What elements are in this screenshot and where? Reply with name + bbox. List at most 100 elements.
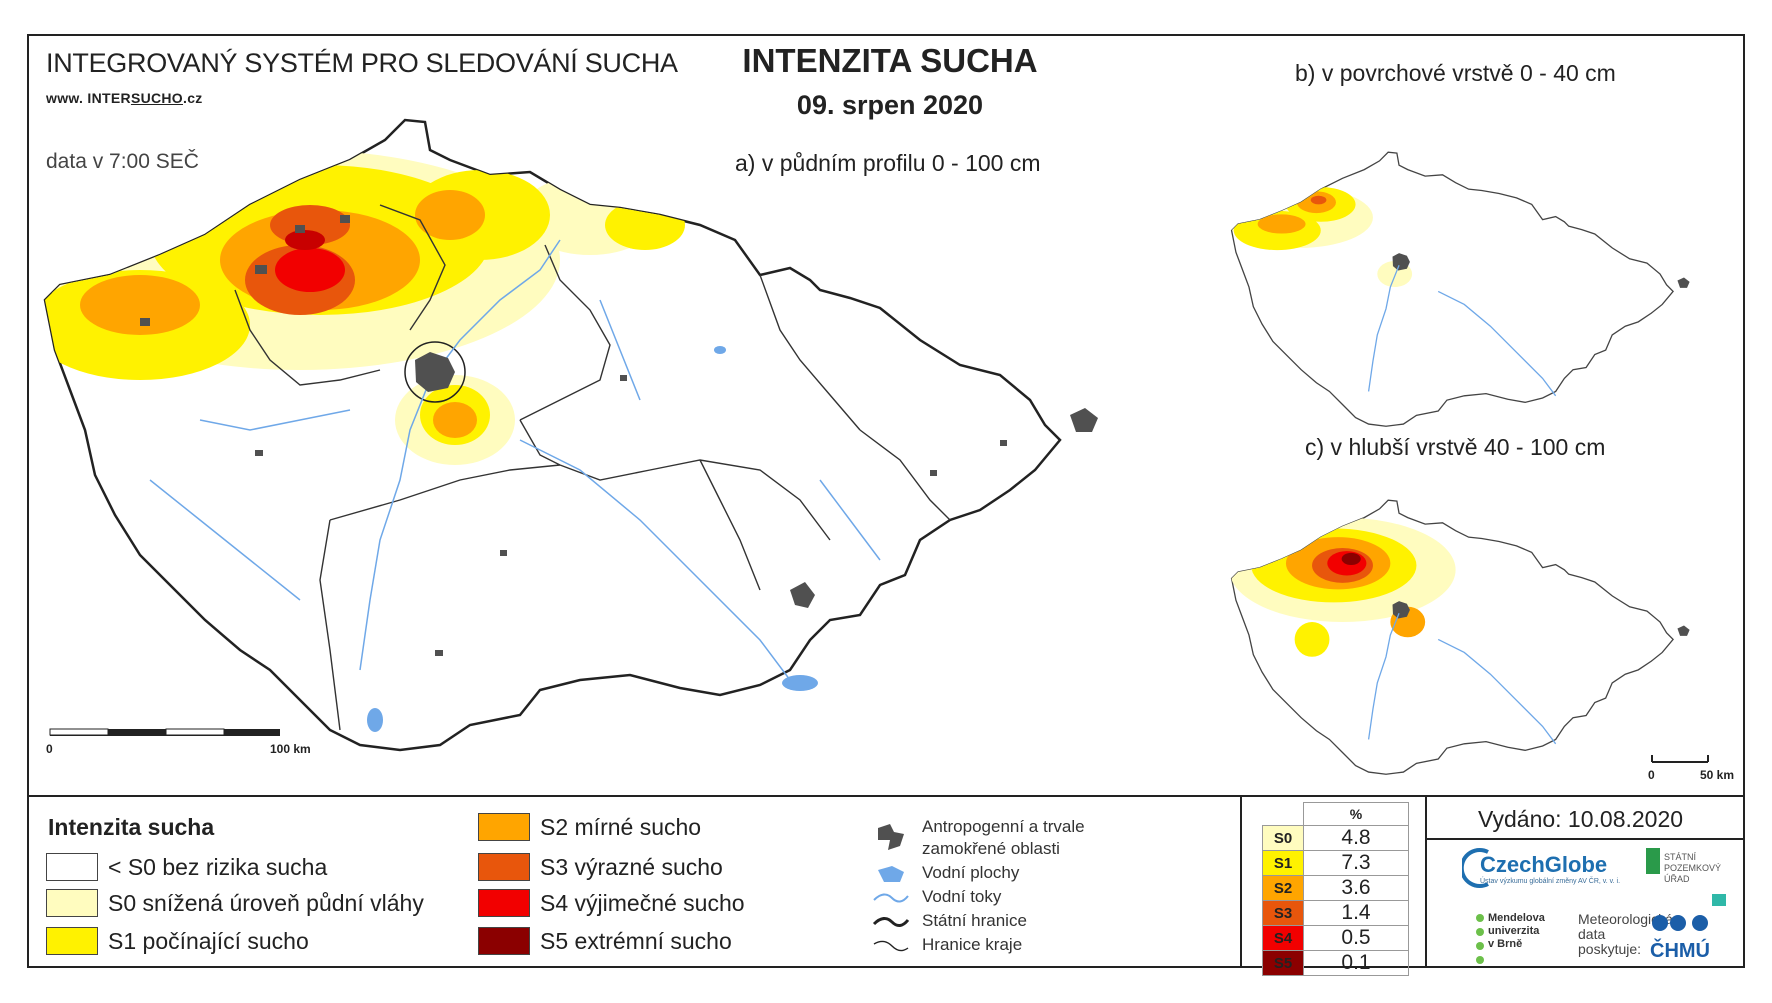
legend-divider (29, 795, 1743, 797)
percent-value: 4.8 (1303, 825, 1409, 851)
percent-value: 1.4 (1303, 900, 1409, 926)
czech-outline-b (1230, 151, 1674, 427)
mendel-logo: Mendelova univerzita v Brně (1488, 912, 1558, 951)
percent-value: 3.6 (1303, 875, 1409, 901)
system-title: INTEGROVANÝ SYSTÉM PRO SLEDOVÁNÍ SUCHA (46, 48, 678, 78)
legend-label: S1 počínající sucho (108, 927, 309, 954)
scale-bar-small (1651, 755, 1709, 763)
table-row: S1 7.3 (1262, 850, 1409, 876)
percent-header: % (1303, 802, 1409, 826)
legend-symbol-label: zamokřené oblasti (922, 839, 1060, 858)
website-link[interactable]: www. INTERSUCHO.cz (46, 90, 203, 106)
czechglobe-name: CzechGlobe (1480, 852, 1608, 877)
legend-swatch (46, 853, 98, 881)
region-border-icon (873, 940, 909, 952)
meteo-line: data (1578, 926, 1606, 942)
percent-code: S3 (1262, 900, 1304, 926)
legend-separator (1425, 797, 1427, 968)
czechglobe-logo (1459, 848, 1492, 893)
legend-item-s0: S0 snížená úroveň půdní vláhy (46, 888, 424, 918)
website-suffix: .cz (183, 90, 203, 106)
map-a-title: a) v půdním profilu 0 - 100 cm (735, 150, 1041, 176)
mendel-line: univerzita (1488, 925, 1540, 937)
urban-areas-a (140, 215, 1098, 656)
meteo-line: poskytuje: (1578, 941, 1642, 957)
legend-item-none: < S0 bez rizika sucha (46, 852, 327, 882)
meteo-provider-text: Meteorologická data poskytuje: (1578, 911, 1673, 957)
water-body-icon (878, 866, 904, 882)
scale-small-start: 0 (1648, 768, 1655, 782)
table-row: S2 3.6 (1262, 875, 1409, 901)
map-c (1230, 499, 1690, 775)
table-row: S3 1.4 (1262, 900, 1409, 926)
legend-symbol-label: Antropogenní a trvale (922, 817, 1085, 836)
issued-separator (1427, 838, 1743, 840)
table-row: S0 4.8 (1262, 825, 1409, 851)
table-row: S5 0.1 (1262, 950, 1409, 976)
percent-code: S0 (1262, 825, 1304, 851)
chmu-logo: ČHMÚ (1650, 940, 1710, 962)
legend-label: S2 mírné sucho (540, 813, 702, 840)
legend-symbol-label: Vodní toky (922, 887, 1002, 906)
mendel-line: v Brně (1488, 938, 1523, 950)
map-a (43, 118, 1098, 752)
percent-code: S2 (1262, 875, 1304, 901)
river-icon (873, 893, 909, 903)
issued-date: Vydáno: 10.08.2020 (1478, 806, 1684, 832)
region-borders-a (234, 204, 951, 731)
legend-symbol-label: Hranice kraje (922, 935, 1023, 954)
legend-symbol-label: Vodní plochy (922, 863, 1020, 882)
meteo-line: Meteorologická (1578, 911, 1673, 927)
scale-main-end: 100 km (270, 742, 311, 756)
legend-separator (1240, 797, 1242, 968)
maps-svg (43, 118, 1709, 775)
mendel-logo-dots (1474, 912, 1486, 971)
map-b-title: b) v povrchové vrstvě 0 - 40 cm (1295, 60, 1616, 86)
state-border-icon (872, 917, 910, 927)
legend-symbol-river: Vodní toky (870, 886, 1001, 908)
urban-area-icon (878, 824, 904, 850)
scale-bar-main (49, 728, 280, 736)
percent-code: S4 (1262, 925, 1304, 951)
spu-logo-accent (1712, 894, 1726, 906)
zone-s4 (275, 248, 345, 292)
legend-swatch (478, 853, 530, 881)
legend-swatch (478, 889, 530, 917)
legend-item-s4: S4 výjimečné sucho (478, 888, 745, 918)
drought-zones-a (45, 150, 685, 465)
legend-item-s5: S5 extrémní sucho (478, 926, 732, 956)
scale-small-end: 50 km (1700, 768, 1735, 782)
zone-s2 (415, 190, 485, 240)
czechglobe-subtitle: Ústav výzkumu globální změny AV ČR, v. v… (1480, 878, 1621, 885)
data-time-note: data v 7:00 SEČ (46, 150, 199, 173)
legend-swatch (46, 889, 98, 917)
scale-main-start: 0 (46, 742, 53, 756)
map-date: 09. srpen 2020 (796, 90, 984, 120)
spu-line: POZEMKOVÝ (1664, 863, 1722, 873)
table-row: S4 0.5 (1262, 925, 1409, 951)
legend-title: Intenzita sucha (48, 814, 215, 840)
zone-s2 (433, 402, 477, 438)
percent-value: 0.1 (1303, 950, 1409, 976)
percent-code: S1 (1262, 850, 1304, 876)
website-prefix: www. INTER (46, 90, 131, 106)
spu-logo-mark (1646, 848, 1660, 874)
legend-symbol-water: Vodní plochy (870, 862, 1019, 886)
legend-swatch (478, 813, 530, 841)
map-c-title: c) v hlubší vrstvě 40 - 100 cm (1305, 434, 1606, 460)
legend-label: S3 výrazné sucho (540, 853, 723, 880)
legend-item-s2: S2 mírné sucho (478, 812, 701, 842)
water-bodies-a (367, 346, 818, 732)
map-b (1230, 151, 1690, 427)
legend-label: S4 výjimečné sucho (540, 889, 745, 916)
zone-s2 (80, 275, 200, 335)
legend-label: S0 snížená úroveň půdní vláhy (108, 889, 424, 916)
percent-value: 0.5 (1303, 925, 1409, 951)
legend-item-s1: S1 počínající sucho (46, 926, 309, 956)
percent-table: % S0 4.8 S1 7.3 S2 3.6 S3 1.4 S4 0.5 S5 0.1 (1262, 802, 1409, 976)
legend-label: < S0 bez rizika sucha (108, 853, 328, 880)
legend-label: S5 extrémní sucho (540, 927, 732, 954)
legend-item-s3: S3 výrazné sucho (478, 852, 723, 882)
spu-logo: STÁTNÍ POZEMKOVÝ ÚŘAD (1664, 852, 1744, 885)
spu-line: ÚŘAD (1664, 874, 1690, 884)
